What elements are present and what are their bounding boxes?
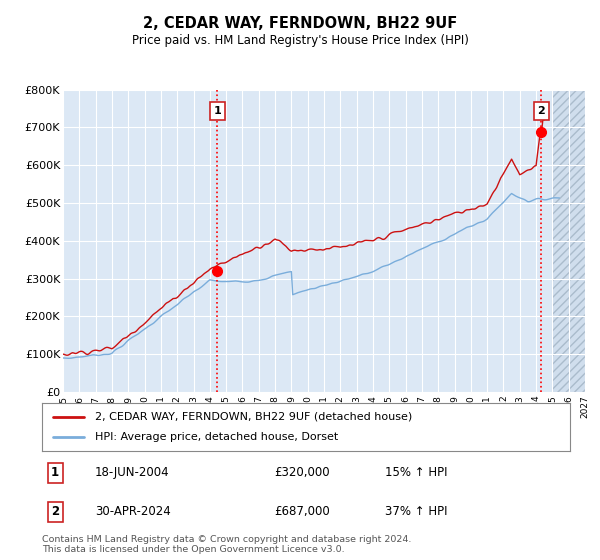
- Text: 2, CEDAR WAY, FERNDOWN, BH22 9UF: 2, CEDAR WAY, FERNDOWN, BH22 9UF: [143, 16, 457, 31]
- Text: 2: 2: [538, 106, 545, 116]
- Text: 30-APR-2024: 30-APR-2024: [95, 505, 170, 519]
- Text: HPI: Average price, detached house, Dorset: HPI: Average price, detached house, Dors…: [95, 432, 338, 442]
- Text: Price paid vs. HM Land Registry's House Price Index (HPI): Price paid vs. HM Land Registry's House …: [131, 34, 469, 46]
- Text: 2, CEDAR WAY, FERNDOWN, BH22 9UF (detached house): 2, CEDAR WAY, FERNDOWN, BH22 9UF (detach…: [95, 412, 412, 422]
- Text: £320,000: £320,000: [274, 466, 330, 479]
- Text: 1: 1: [51, 466, 59, 479]
- Text: £687,000: £687,000: [274, 505, 330, 519]
- Text: 18-JUN-2004: 18-JUN-2004: [95, 466, 169, 479]
- Text: 37% ↑ HPI: 37% ↑ HPI: [385, 505, 448, 519]
- Bar: [553, 90, 593, 392]
- Text: 1: 1: [214, 106, 221, 116]
- Bar: [553, 90, 593, 392]
- Text: 15% ↑ HPI: 15% ↑ HPI: [385, 466, 448, 479]
- Text: Contains HM Land Registry data © Crown copyright and database right 2024.
This d: Contains HM Land Registry data © Crown c…: [42, 535, 412, 554]
- Text: 2: 2: [51, 505, 59, 519]
